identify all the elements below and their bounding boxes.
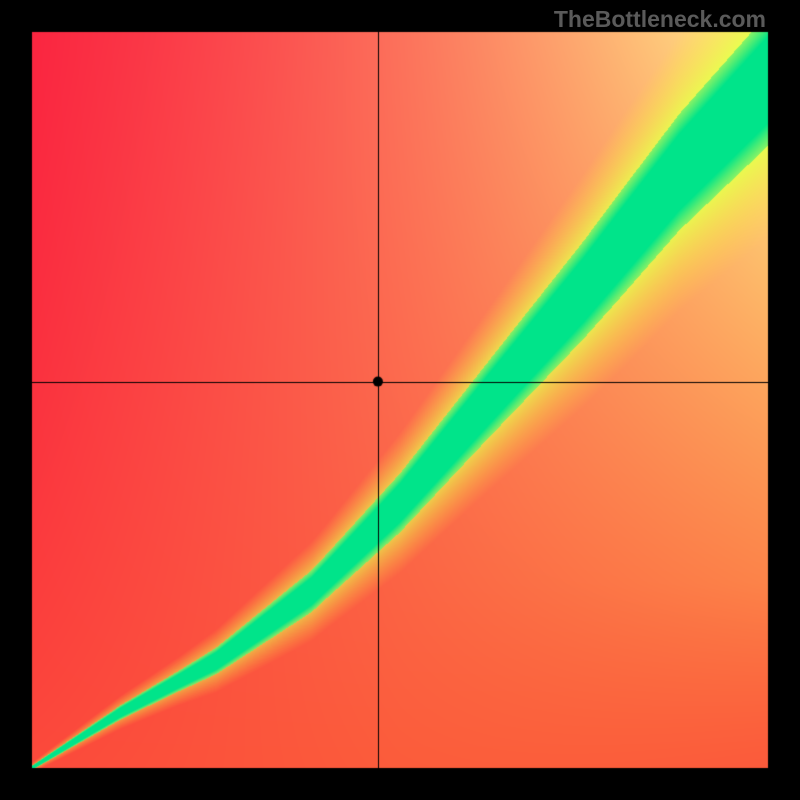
bottleneck-heatmap [0, 0, 800, 800]
watermark-text: TheBottleneck.com [554, 6, 766, 33]
chart-container: TheBottleneck.com [0, 0, 800, 800]
